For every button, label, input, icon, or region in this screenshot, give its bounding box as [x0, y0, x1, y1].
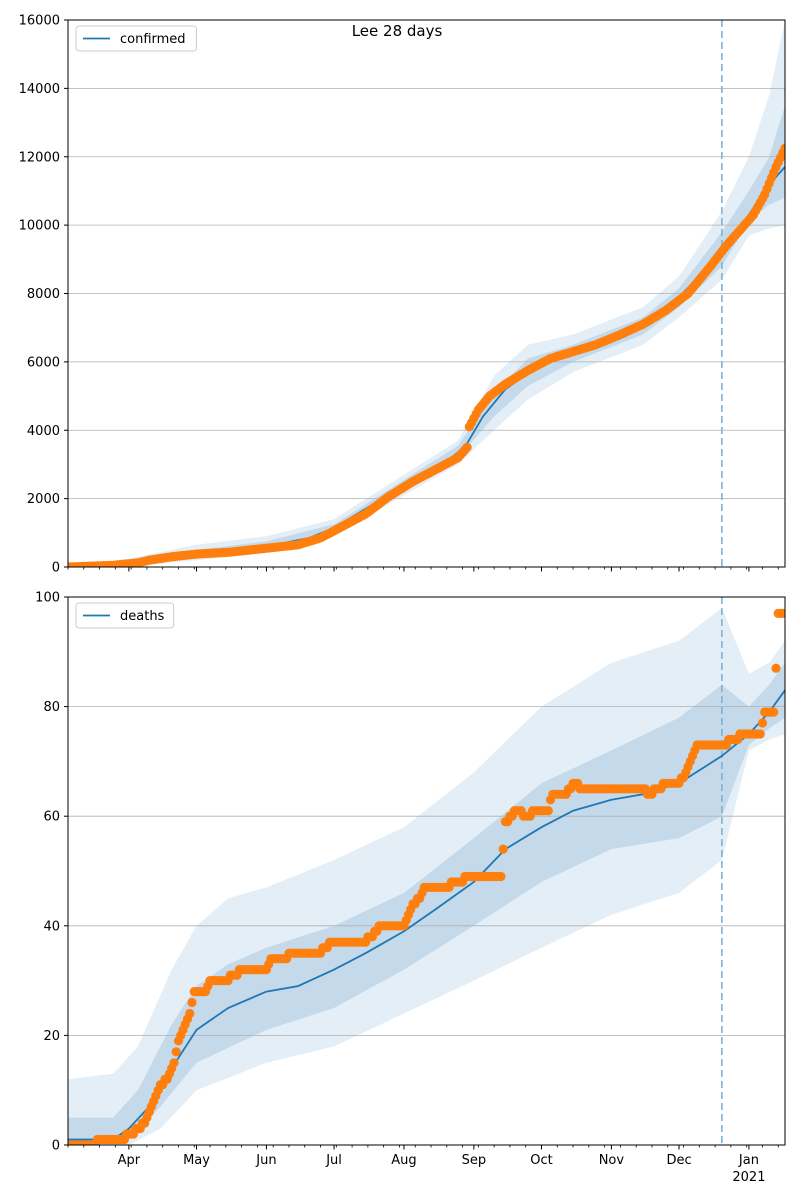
y-tick-label: 80 [43, 700, 60, 715]
legend-box [75, 25, 197, 52]
x-tick-label: Nov [599, 1153, 625, 1168]
observed-point [769, 707, 779, 717]
legend-box [75, 602, 175, 629]
outer-uncertainty-band [68, 608, 785, 1145]
x-tick-label: Aug [391, 1153, 416, 1168]
observed-point [462, 442, 472, 452]
x-tick-label: Jul [325, 1153, 342, 1168]
plot-area [68, 597, 785, 1145]
confirmed-panel: 0 2000 4000 6000 8000 10000 12000 14000 16000 Lee… [19, 14, 786, 576]
chart-title: Lee 28 days [352, 22, 443, 40]
x-tick-label: Sep [462, 1153, 487, 1168]
y-tick-label: 60 [43, 810, 60, 825]
y-tick-label: 2000 [27, 492, 60, 507]
observed-point [169, 1058, 179, 1068]
median-line [68, 166, 785, 567]
observed-point [171, 1047, 181, 1057]
x-tick-label: Oct [530, 1153, 552, 1168]
observed-point [498, 844, 508, 854]
y-tick-label: 0 [52, 1139, 60, 1154]
plot-area [68, 20, 785, 567]
observed-point [778, 608, 785, 618]
y-tick-label: 100 [35, 591, 60, 606]
inner-uncertainty-band [68, 105, 785, 567]
legend-label: deaths [120, 609, 165, 624]
y-tick-label: 40 [43, 919, 60, 934]
legend: confirmed [75, 25, 197, 52]
observed-point [757, 718, 768, 728]
observed-point [496, 871, 506, 882]
x-tick-label: Apr [118, 1153, 141, 1168]
observed-point [771, 663, 781, 673]
legend-label: confirmed [120, 32, 186, 47]
y-tick-label: 10000 [19, 219, 60, 234]
y-tick-label: 16000 [19, 14, 60, 29]
observed-point [185, 1008, 195, 1019]
y-tick-label: 6000 [27, 355, 60, 370]
x-tick-label: Jan [738, 1153, 759, 1168]
x-year-label: 2021 [732, 1170, 765, 1185]
observed-point [187, 997, 197, 1008]
y-tick-label: 12000 [19, 150, 60, 165]
observed-point [755, 729, 765, 739]
y-tick-label: 20 [43, 1029, 60, 1044]
inner-uncertainty-band [68, 662, 785, 1145]
observed-point [543, 806, 553, 816]
deaths-panel: 0 20 40 60 80 100 Apr May Jun Jul Aug Sep Oct Nov Dec J… [35, 591, 786, 1185]
observed-point [780, 143, 785, 153]
x-tick-label: Dec [666, 1153, 691, 1168]
plot-frame [67, 596, 786, 1146]
y-tick-label: 14000 [19, 82, 60, 97]
legend: deaths [75, 602, 175, 629]
y-tick-label: 4000 [27, 424, 60, 439]
x-tick-label: May [183, 1153, 210, 1168]
y-tick-label: 8000 [27, 287, 60, 302]
x-tick-label: Jun [255, 1153, 276, 1168]
y-tick-label: 0 [52, 561, 60, 576]
